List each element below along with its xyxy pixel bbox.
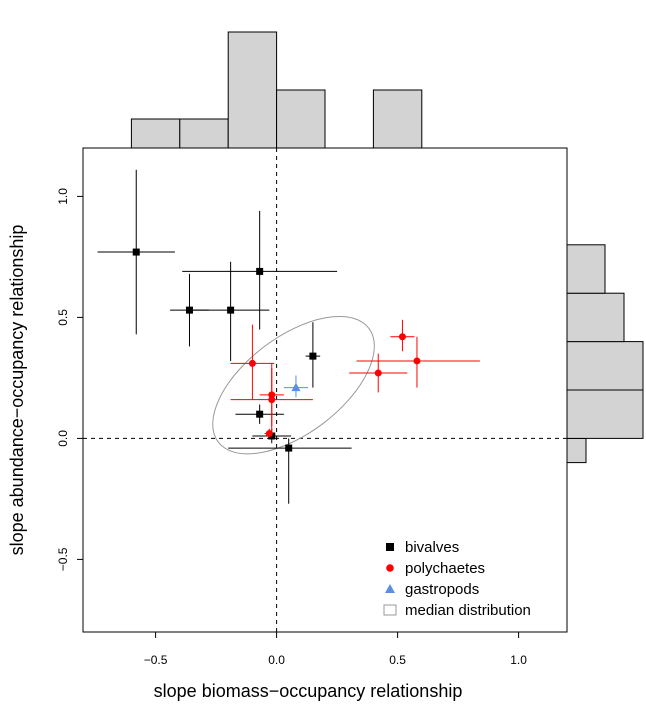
plot-frame: [82, 147, 568, 633]
right-histogram-bar: [566, 244, 606, 294]
error-bars: [97, 169, 480, 504]
polychaetes-point: [413, 357, 421, 365]
top-histogram-bar: [227, 31, 278, 149]
bivalves-point: [132, 248, 140, 256]
bivalves-point: [227, 306, 235, 314]
top-histogram: [130, 31, 423, 149]
right-histogram-bar: [566, 437, 587, 464]
legend-box-icon: [383, 604, 397, 616]
bivalves-point: [309, 352, 317, 360]
x-tick-label: 0.5: [389, 653, 406, 667]
y-tick-label: 0.0: [56, 430, 70, 447]
x-axis-label: slope biomass−occupancy relationship: [154, 681, 463, 701]
y-tick-label: 1.0: [56, 188, 70, 205]
x-axis-ticks: −0.5 0.0 0.5 1.0: [144, 632, 527, 667]
bivalves-point: [256, 410, 264, 418]
median-distribution-ellipse: [212, 315, 375, 455]
legend-triangle-icon: [385, 584, 395, 593]
legend-square-icon: [386, 543, 394, 551]
y-tick-label: −0.5: [56, 547, 70, 571]
y-tick-label: 0.5: [56, 309, 70, 326]
right-histogram-bar: [566, 389, 644, 439]
legend-label-gastropods: gastropods: [405, 581, 479, 598]
right-histogram: [566, 244, 644, 464]
legend-label-polychaetes: polychaetes: [405, 560, 485, 577]
bivalves-point: [256, 267, 264, 275]
bivalves-point: [285, 444, 293, 452]
polychaetes-point: [268, 391, 276, 399]
x-tick-label: 0.0: [268, 653, 285, 667]
legend: bivalves polychaetes gastropods median dist…: [383, 539, 531, 619]
polychaetes-point: [268, 396, 276, 404]
top-histogram-bar: [276, 89, 326, 149]
bivalves-point: [185, 306, 193, 314]
y-axis-label: slope abundance−occupancy relationship: [7, 225, 27, 556]
polychaetes-point: [398, 333, 406, 341]
polychaetes-point: [265, 430, 273, 438]
legend-circle-icon: [386, 564, 394, 572]
reference-lines: [83, 148, 567, 632]
x-tick-label: 1.0: [510, 653, 527, 667]
polychaetes-point: [374, 369, 382, 377]
y-axis-ticks: −0.5 0.0 0.5 1.0: [56, 188, 83, 571]
x-tick-label: −0.5: [144, 653, 168, 667]
data-points: [132, 248, 421, 452]
legend-label-median-distribution: median distribution: [405, 602, 531, 619]
top-histogram-bar: [372, 89, 423, 149]
legend-label-bivalves: bivalves: [405, 539, 459, 556]
top-histogram-bar: [179, 118, 229, 149]
gastropods-point: [291, 382, 301, 392]
right-histogram-bar: [566, 292, 625, 343]
polychaetes-point: [248, 359, 256, 367]
right-histogram-bar: [566, 341, 644, 391]
median-distribution-ellipse: [212, 315, 375, 455]
top-histogram-bar: [130, 118, 181, 149]
